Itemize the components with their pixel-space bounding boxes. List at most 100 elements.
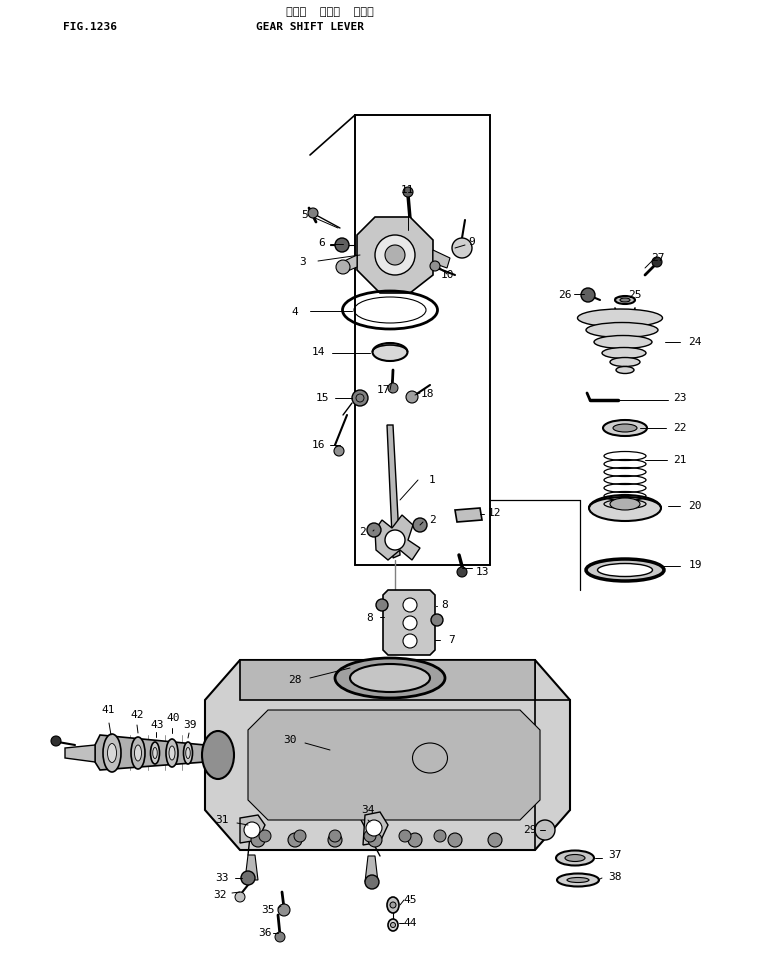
Text: 4: 4 xyxy=(292,307,299,317)
Circle shape xyxy=(413,518,427,532)
Polygon shape xyxy=(95,735,205,770)
Circle shape xyxy=(366,820,382,836)
Text: 25: 25 xyxy=(628,290,641,300)
Text: 14: 14 xyxy=(311,347,325,357)
Ellipse shape xyxy=(565,855,585,861)
Text: 42: 42 xyxy=(130,710,144,720)
Text: 21: 21 xyxy=(673,455,687,465)
Text: 23: 23 xyxy=(673,393,687,403)
Text: 17: 17 xyxy=(377,385,390,395)
Circle shape xyxy=(288,833,302,847)
Text: 11: 11 xyxy=(400,185,413,195)
Ellipse shape xyxy=(135,745,142,761)
Text: ギヤー  シフト  レバー: ギヤー シフト レバー xyxy=(286,7,374,17)
Circle shape xyxy=(388,383,398,393)
Ellipse shape xyxy=(166,739,178,767)
Ellipse shape xyxy=(615,296,635,304)
Ellipse shape xyxy=(578,309,662,327)
Text: 29: 29 xyxy=(524,825,537,835)
Ellipse shape xyxy=(594,336,652,348)
Circle shape xyxy=(235,892,245,902)
Text: 35: 35 xyxy=(261,905,275,915)
Text: 5: 5 xyxy=(302,210,308,220)
Ellipse shape xyxy=(390,902,396,908)
Polygon shape xyxy=(363,812,388,845)
Text: 45: 45 xyxy=(403,895,417,905)
Circle shape xyxy=(352,390,368,406)
Text: GEAR SHIFT LEVER: GEAR SHIFT LEVER xyxy=(256,22,364,32)
Text: 8: 8 xyxy=(442,600,448,610)
Circle shape xyxy=(241,871,255,885)
Circle shape xyxy=(385,245,405,265)
Text: 3: 3 xyxy=(300,257,306,267)
Circle shape xyxy=(430,261,440,271)
Polygon shape xyxy=(365,856,378,882)
Text: 16: 16 xyxy=(311,440,325,450)
Circle shape xyxy=(375,235,415,275)
Circle shape xyxy=(368,833,382,847)
Polygon shape xyxy=(205,660,570,850)
Circle shape xyxy=(457,567,467,577)
Circle shape xyxy=(244,822,260,838)
Polygon shape xyxy=(387,425,400,558)
Polygon shape xyxy=(245,855,258,880)
Circle shape xyxy=(403,187,413,197)
Circle shape xyxy=(652,257,662,267)
Text: 32: 32 xyxy=(213,890,226,900)
Text: 20: 20 xyxy=(688,501,701,511)
Circle shape xyxy=(535,820,555,840)
Polygon shape xyxy=(340,255,357,273)
Circle shape xyxy=(403,616,417,630)
Polygon shape xyxy=(375,515,420,560)
Circle shape xyxy=(294,830,306,842)
Text: 40: 40 xyxy=(166,713,179,723)
Text: 34: 34 xyxy=(361,805,375,815)
Ellipse shape xyxy=(388,919,398,931)
Circle shape xyxy=(335,238,349,252)
Circle shape xyxy=(376,599,388,611)
Circle shape xyxy=(399,830,411,842)
Text: 27: 27 xyxy=(651,253,665,263)
Circle shape xyxy=(308,208,318,218)
Ellipse shape xyxy=(586,559,664,581)
Ellipse shape xyxy=(183,742,192,764)
Polygon shape xyxy=(240,660,535,700)
Text: 41: 41 xyxy=(101,705,115,715)
Ellipse shape xyxy=(610,358,640,367)
Text: 31: 31 xyxy=(216,815,229,825)
Circle shape xyxy=(328,833,342,847)
Circle shape xyxy=(275,932,285,942)
Ellipse shape xyxy=(586,323,658,338)
Ellipse shape xyxy=(616,367,634,373)
Ellipse shape xyxy=(589,495,661,521)
Ellipse shape xyxy=(152,747,157,759)
Text: 37: 37 xyxy=(608,850,621,860)
Circle shape xyxy=(336,260,350,274)
Circle shape xyxy=(364,830,376,842)
Ellipse shape xyxy=(202,731,234,779)
Text: 7: 7 xyxy=(449,635,455,645)
Ellipse shape xyxy=(150,742,159,764)
Circle shape xyxy=(434,830,446,842)
Text: 6: 6 xyxy=(319,238,326,248)
Circle shape xyxy=(403,634,417,648)
Polygon shape xyxy=(357,217,433,293)
Text: 12: 12 xyxy=(487,508,501,518)
Text: 39: 39 xyxy=(183,720,197,730)
Circle shape xyxy=(581,288,595,302)
Ellipse shape xyxy=(390,923,396,927)
Circle shape xyxy=(278,904,290,916)
Circle shape xyxy=(406,391,418,403)
Polygon shape xyxy=(455,508,482,522)
Text: 15: 15 xyxy=(315,393,329,403)
Ellipse shape xyxy=(350,664,430,692)
Text: 22: 22 xyxy=(673,423,687,433)
Text: 24: 24 xyxy=(688,337,701,347)
Ellipse shape xyxy=(613,424,637,432)
Circle shape xyxy=(452,238,472,258)
Text: 38: 38 xyxy=(608,872,621,882)
Text: 13: 13 xyxy=(475,567,489,577)
Text: 28: 28 xyxy=(288,675,302,685)
Text: 44: 44 xyxy=(403,918,417,928)
Ellipse shape xyxy=(610,498,640,510)
